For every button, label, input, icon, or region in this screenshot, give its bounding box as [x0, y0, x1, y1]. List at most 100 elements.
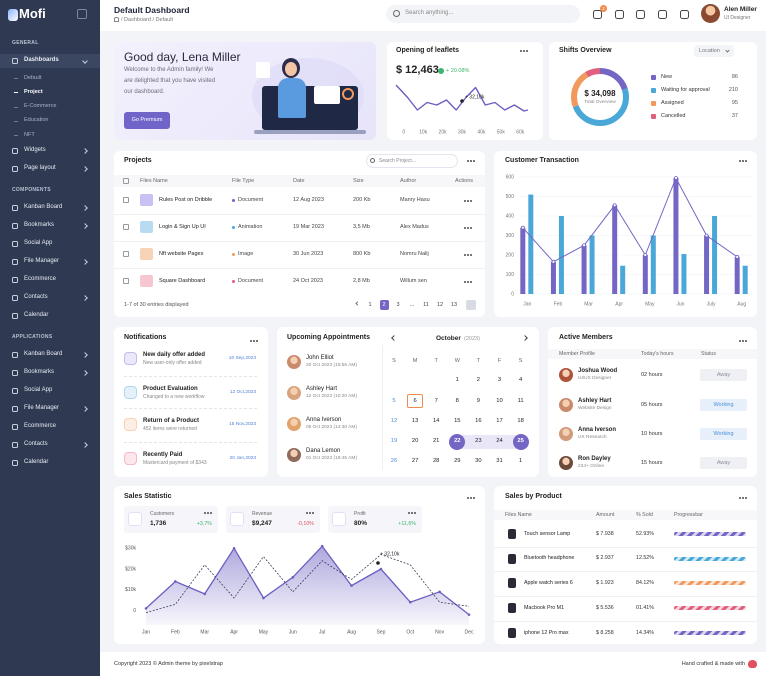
menu-item[interactable]: Kanban Board — [24, 204, 63, 211]
calendar-day[interactable]: 18 — [517, 417, 524, 424]
submenu-item[interactable]: Education — [24, 117, 49, 124]
calendar-day[interactable]: 21 — [432, 438, 440, 444]
more-dot[interactable] — [464, 254, 466, 256]
menu-item[interactable]: Bookmarks — [24, 369, 55, 376]
menu-item[interactable]: File Manager — [24, 258, 60, 265]
menu-item[interactable]: Contacts — [24, 294, 48, 301]
calendar-day[interactable]: 31 — [496, 458, 503, 465]
more-dot[interactable] — [467, 497, 469, 499]
menu-item[interactable]: Dashboards — [24, 57, 59, 64]
type-dot — [232, 225, 235, 229]
more-dot[interactable] — [739, 340, 741, 342]
calendar-day[interactable]: 4 — [518, 377, 523, 384]
menu-item[interactable]: Calendar — [24, 312, 49, 319]
menu-item[interactable]: Social App — [24, 240, 53, 247]
menu-item[interactable]: Kanban Board — [24, 351, 63, 358]
menu-item[interactable]: Ecommerce — [24, 423, 57, 430]
calendar-day[interactable]: 15 — [454, 417, 461, 424]
header-icon[interactable] — [593, 10, 602, 19]
menu-item[interactable]: Social App — [24, 387, 53, 394]
calendar-day[interactable]: 14 — [432, 417, 440, 424]
header-icon[interactable] — [636, 10, 645, 19]
more-dot[interactable] — [464, 200, 466, 202]
x-tick-label: Aug — [737, 301, 746, 307]
calendar-day[interactable]: 6 — [413, 397, 417, 404]
calendar-day[interactable]: 12 — [390, 417, 398, 424]
section-title: COMPONENTS — [12, 187, 51, 194]
page-number[interactable]: 2 — [382, 301, 386, 308]
calendar-day[interactable]: 30 — [475, 458, 482, 465]
submenu-item[interactable]: Default — [24, 74, 42, 81]
filter-dropdown[interactable] — [694, 45, 734, 57]
calendar-day[interactable]: 11 — [517, 397, 524, 404]
calendar-day[interactable]: 5 — [392, 397, 396, 404]
more-dot[interactable] — [520, 50, 522, 52]
calendar-day[interactable]: 1 — [455, 377, 459, 384]
submenu-item[interactable]: NFT — [24, 131, 35, 138]
checkbox[interactable] — [123, 197, 129, 203]
calendar-day[interactable]: 3 — [497, 377, 502, 384]
page-number[interactable]: 1 — [368, 301, 372, 308]
calendar-day[interactable]: 28 — [432, 458, 440, 465]
header-icon[interactable] — [658, 10, 667, 19]
more-dot[interactable] — [467, 160, 469, 162]
project-search[interactable] — [366, 154, 458, 168]
more-dot — [470, 200, 472, 202]
checkbox[interactable] — [123, 278, 129, 284]
calendar-day[interactable]: 20 — [411, 438, 419, 444]
checkbox[interactable] — [123, 224, 129, 230]
more-dot[interactable] — [464, 281, 466, 283]
more-dot[interactable] — [739, 497, 741, 499]
menu-item[interactable]: Ecommerce — [24, 276, 57, 283]
menu-item[interactable]: File Manager — [24, 405, 60, 412]
calendar-day[interactable]: 27 — [411, 458, 419, 465]
calendar-day[interactable]: 26 — [390, 458, 398, 465]
page-number[interactable]: 11 — [423, 301, 429, 308]
menu-item[interactable]: Page layout — [24, 165, 56, 172]
checkbox[interactable] — [123, 251, 129, 257]
more-dot[interactable] — [464, 227, 466, 229]
more-dot[interactable] — [408, 512, 410, 514]
more-dot[interactable] — [739, 160, 741, 162]
calendar-day[interactable]: 25 — [517, 438, 524, 444]
page-number[interactable]: ... — [409, 301, 415, 308]
card-title: Notifications — [124, 333, 167, 341]
calendar-day[interactable]: 22 — [454, 438, 461, 444]
more-dot[interactable] — [204, 512, 206, 514]
calendar-day[interactable]: 7 — [434, 397, 438, 404]
calendar-day[interactable]: 8 — [455, 397, 459, 404]
calendar-day[interactable]: 19 — [390, 438, 398, 444]
premium-button[interactable]: Go Premium — [124, 112, 170, 129]
calendar-day[interactable]: 10 — [496, 397, 503, 404]
calendar-day[interactable]: 23 — [475, 438, 482, 444]
more-dot — [467, 200, 469, 202]
more-dot[interactable] — [306, 512, 308, 514]
page-number[interactable]: 3 — [396, 301, 400, 308]
page-number[interactable]: 12 — [436, 301, 444, 308]
menu-toggle[interactable] — [77, 9, 87, 19]
calendar-day[interactable]: 16 — [475, 417, 482, 424]
calendar-day[interactable]: 13 — [411, 417, 419, 424]
header-icon[interactable] — [615, 10, 624, 19]
calendar-day[interactable]: 24 — [496, 438, 503, 444]
donut-segment — [571, 68, 629, 126]
menu-item[interactable]: Calendar — [24, 459, 49, 466]
menu-item[interactable]: Contacts — [24, 441, 48, 448]
page-number[interactable]: 13 — [450, 301, 458, 308]
calendar-day[interactable]: 9 — [476, 397, 481, 404]
page-next[interactable] — [466, 300, 476, 310]
search-icon — [393, 10, 400, 17]
submenu-item[interactable]: E-Commerce — [24, 103, 57, 110]
header-icon[interactable] — [680, 10, 689, 19]
calendar-day[interactable]: 2 — [476, 377, 481, 384]
calendar-day[interactable]: 29 — [454, 458, 461, 465]
submenu-item[interactable]: Project — [24, 88, 43, 95]
more-dot[interactable] — [250, 340, 252, 342]
notification-text: 452 items were returned — [143, 425, 197, 432]
menu-item[interactable]: Widgets — [24, 147, 46, 154]
calendar-day[interactable]: 17 — [496, 417, 503, 424]
menu-item[interactable]: Bookmarks — [24, 222, 55, 229]
calendar-day[interactable]: 1 — [518, 458, 523, 465]
checkbox[interactable] — [123, 178, 129, 184]
search-box[interactable] — [386, 5, 580, 23]
